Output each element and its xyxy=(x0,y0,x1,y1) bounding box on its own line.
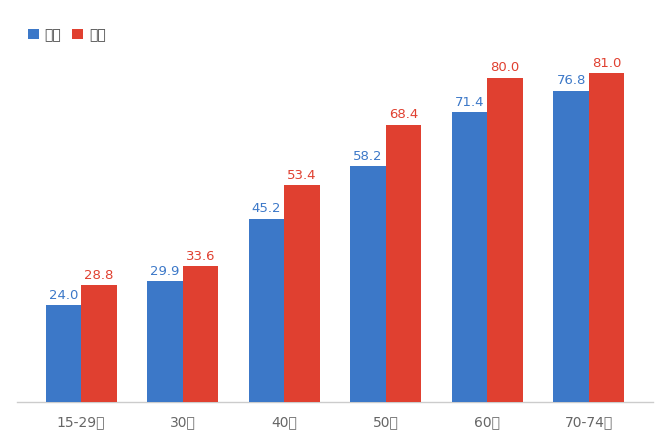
Bar xyxy=(452,112,487,402)
Text: 68.4: 68.4 xyxy=(389,108,418,121)
Text: 28.8: 28.8 xyxy=(84,269,114,282)
Bar xyxy=(487,78,523,402)
Text: 76.8: 76.8 xyxy=(556,74,586,87)
Bar xyxy=(46,305,81,402)
Bar xyxy=(589,74,624,402)
Text: 71.4: 71.4 xyxy=(455,96,484,109)
Bar xyxy=(350,166,386,402)
Text: 81.0: 81.0 xyxy=(592,57,621,70)
Text: 33.6: 33.6 xyxy=(186,250,215,263)
Text: 53.4: 53.4 xyxy=(287,169,317,182)
Bar xyxy=(553,91,589,402)
Bar xyxy=(249,219,284,402)
Bar xyxy=(81,285,117,402)
Bar xyxy=(386,124,421,402)
Bar xyxy=(147,281,183,402)
Bar xyxy=(284,186,320,402)
Text: 24.0: 24.0 xyxy=(49,289,78,301)
Text: 29.9: 29.9 xyxy=(150,264,180,277)
Text: 80.0: 80.0 xyxy=(490,61,520,74)
Bar xyxy=(183,266,218,402)
Legend: 男性, 女性: 男性, 女性 xyxy=(23,24,110,46)
Text: 58.2: 58.2 xyxy=(353,150,383,163)
Text: 45.2: 45.2 xyxy=(252,202,281,215)
